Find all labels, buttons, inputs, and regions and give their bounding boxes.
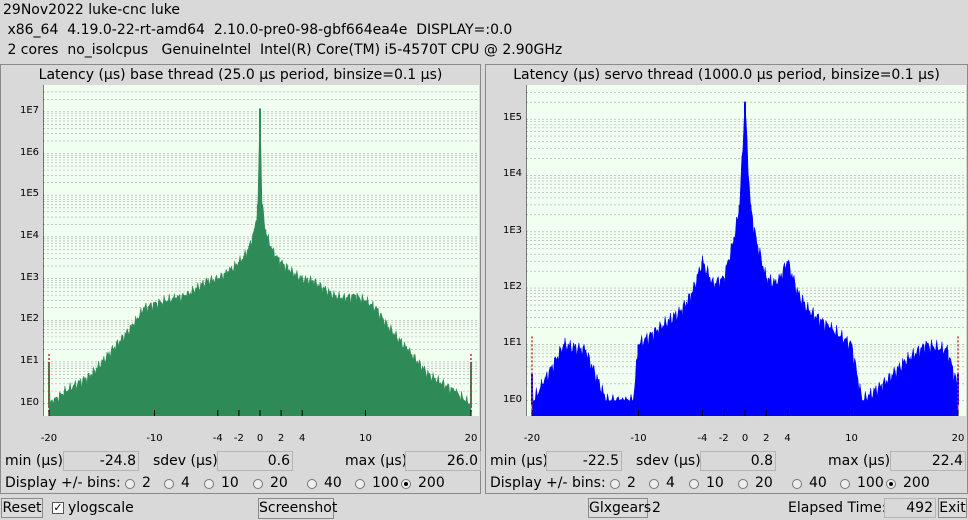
- base-max-value: 26.0: [405, 451, 481, 471]
- bins-radio-10[interactable]: [689, 479, 699, 489]
- base-thread-panel: Latency (μs) base thread (25.0 μs period…: [0, 64, 481, 494]
- x-tick-label: -4: [697, 433, 708, 444]
- bins-radio-200[interactable]: [886, 479, 896, 489]
- bins-radio-label: 2: [627, 475, 636, 491]
- elapsed-time-value: 492: [884, 498, 936, 518]
- x-tick-label: 0: [741, 433, 749, 444]
- bins-radio-label: 10: [706, 475, 724, 491]
- bins-radio-40[interactable]: [792, 479, 802, 489]
- bins-radio-label: 4: [666, 475, 675, 491]
- system-info-line: x86_64 4.19.0-22-rt-amd64 2.10.0-pre0-98…: [3, 22, 513, 38]
- y-tick-label: 1E0: [502, 393, 522, 405]
- base-sdev-value: 0.6: [217, 451, 293, 471]
- base-histogram-plot: [43, 85, 479, 416]
- servo-max-label: max (μs): [828, 453, 891, 469]
- x-tick-label: 10: [359, 433, 372, 444]
- y-tick-label: 1E5: [19, 188, 39, 200]
- y-tick-label: 1E4: [502, 168, 522, 180]
- bins-radio-label: 100: [857, 475, 884, 491]
- glxgears-button[interactable]: Glxgears: [588, 498, 652, 518]
- bins-radio-label: 20: [270, 475, 288, 491]
- x-tick-label: 2: [763, 433, 770, 444]
- ylogscale-label: ylogscale: [68, 500, 134, 516]
- y-tick-label: 1E5: [502, 112, 522, 124]
- y-tick-label: 1E1: [502, 337, 522, 349]
- bins-radio-4[interactable]: [164, 479, 174, 489]
- bins-radio-label: 20: [755, 475, 773, 491]
- base-histogram-svg: [43, 85, 479, 416]
- bins-radio-label: 4: [181, 475, 190, 491]
- x-tick-label: 20: [951, 433, 965, 444]
- x-tick-label: 10: [845, 433, 858, 444]
- bins-radio-4[interactable]: [649, 479, 659, 489]
- bins-radio-label: 200: [903, 475, 930, 491]
- bins-radio-10[interactable]: [204, 479, 214, 489]
- servo-sdev-label: sdev (μs): [636, 453, 701, 469]
- x-tick-label: -10: [630, 433, 647, 444]
- y-tick-label: 1E3: [502, 224, 522, 236]
- screenshot-button[interactable]: Screenshot: [258, 498, 337, 519]
- y-tick-label: 1E6: [19, 146, 39, 158]
- bins-radio-2[interactable]: [610, 479, 620, 489]
- bins-radio-100[interactable]: [355, 479, 365, 489]
- histogram-bar: [470, 361, 472, 408]
- y-tick-label: 1E7: [19, 104, 39, 116]
- x-tick-label: 4: [784, 433, 791, 444]
- bins-radio-label: 40: [324, 475, 342, 491]
- servo-histogram-plot: [526, 85, 966, 416]
- y-tick-label: 1E4: [19, 229, 39, 241]
- x-tick-label: -10: [146, 433, 163, 444]
- ylogscale-checkbox[interactable]: ✓: [52, 501, 64, 514]
- x-tick-label: -2: [718, 433, 729, 444]
- bins-radio-40[interactable]: [307, 479, 317, 489]
- histogram-envelope: [531, 100, 959, 416]
- y-tick-label: 1E0: [19, 396, 39, 408]
- bins-radio-200[interactable]: [401, 479, 411, 489]
- y-tick-label: 1E2: [19, 313, 39, 325]
- bins-radio-100[interactable]: [840, 479, 850, 489]
- cpu-info-line: 2 cores no_isolcpus GenuineIntel Intel(R…: [3, 42, 563, 58]
- x-tick-label: -20: [523, 433, 541, 444]
- servo-min-label: min (μs): [490, 453, 548, 469]
- run-info-title: 29Nov2022 luke-cnc luke: [3, 2, 180, 18]
- x-tick-label: -20: [40, 433, 58, 444]
- base-sdev-label: sdev (μs): [153, 453, 218, 469]
- bins-radio-label: 10: [221, 475, 239, 491]
- bins-radio-label: 100: [372, 475, 399, 491]
- x-tick-label: 2: [277, 433, 285, 444]
- base-min-label: min (μs): [5, 453, 63, 469]
- exit-button[interactable]: Exit: [938, 498, 967, 518]
- x-tick-label: 0: [256, 433, 264, 444]
- glxgears-count: 2: [652, 500, 661, 516]
- elapsed-time-label: Elapsed Time:: [788, 500, 887, 516]
- servo-min-value: -22.5: [546, 451, 622, 471]
- bins-radio-20[interactable]: [253, 479, 263, 489]
- y-tick-label: 1E1: [19, 354, 39, 366]
- servo-max-value: 22.4: [890, 451, 966, 471]
- base-max-label: max (μs): [345, 453, 408, 469]
- servo-sdev-value: 0.8: [700, 451, 776, 471]
- x-tick-label: 20: [464, 433, 478, 444]
- servo-bins-label: Display +/- bins:: [490, 475, 606, 491]
- bins-radio-2[interactable]: [125, 479, 135, 489]
- reset-button[interactable]: Reset: [1, 498, 43, 518]
- x-tick-label: 4: [299, 433, 306, 444]
- bins-radio-label: 200: [418, 475, 445, 491]
- servo-thread-panel: Latency (μs) servo thread (1000.0 μs per…: [485, 64, 968, 494]
- x-tick-label: -4: [212, 433, 223, 444]
- bins-radio-label: 2: [142, 475, 151, 491]
- base-min-value: -24.8: [63, 451, 139, 471]
- bins-radio-20[interactable]: [738, 479, 748, 489]
- y-tick-label: 1E3: [19, 271, 39, 283]
- y-tick-label: 1E2: [502, 281, 522, 293]
- base-bins-label: Display +/- bins:: [5, 475, 121, 491]
- bins-radio-label: 40: [809, 475, 827, 491]
- base-chart-title: Latency (μs) base thread (25.0 μs period…: [38, 67, 443, 83]
- servo-histogram-svg: [526, 85, 966, 416]
- x-tick-label: -2: [233, 433, 244, 444]
- servo-chart-title: Latency (μs) servo thread (1000.0 μs per…: [513, 67, 940, 83]
- histogram-envelope: [48, 108, 472, 416]
